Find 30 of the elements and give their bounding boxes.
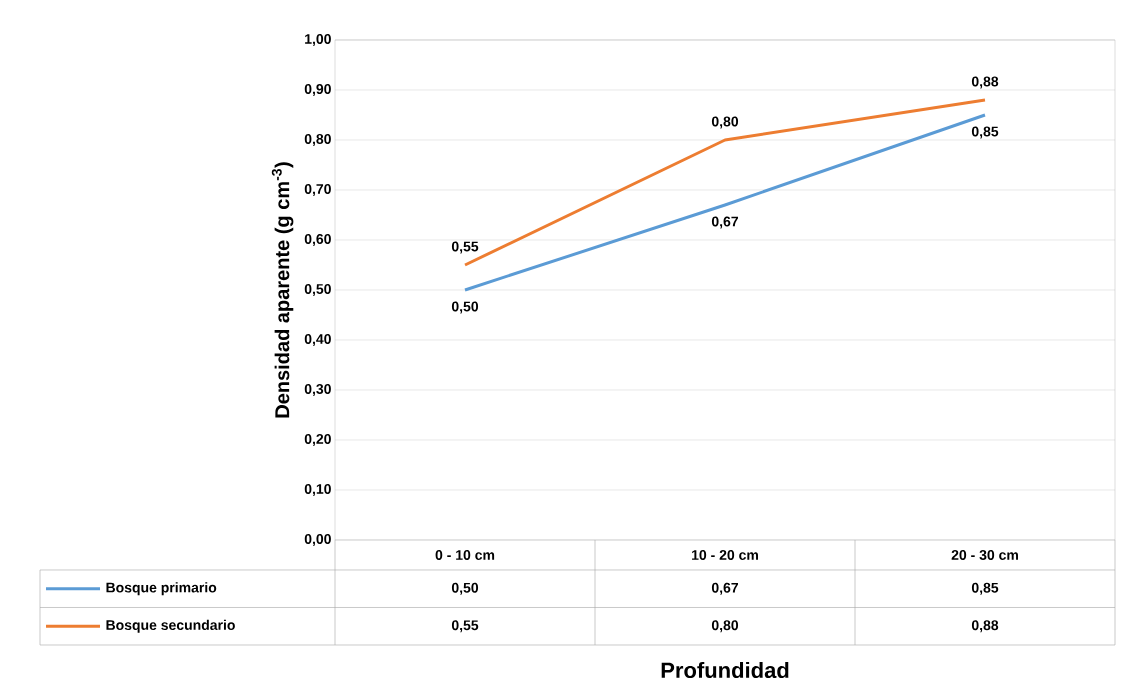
y-tick-label: 0,50 — [304, 284, 331, 296]
x-tick-label: 0 - 10 cm — [435, 550, 495, 560]
x-tick-label: 20 - 30 cm — [951, 550, 1018, 560]
data-label: 0,88 — [971, 620, 999, 633]
data-label: 0,85 — [971, 582, 999, 595]
text: 0,85 — [971, 126, 999, 139]
data-label: 0,67 — [711, 582, 739, 595]
y-tick-label: 0,90 — [304, 84, 331, 96]
data-label: 0,80 — [711, 620, 739, 633]
text: 0,55 — [451, 241, 479, 254]
y-tick-label: 0,60 — [304, 234, 331, 246]
y-tick-label: 0,20 — [304, 434, 331, 446]
y-tick-label: 1,00 — [305, 34, 331, 46]
legend-label: Bosque secundario — [106, 619, 235, 633]
y-tick-label: 0,30 — [304, 384, 331, 396]
x-tick-label: 10 - 20 cm — [692, 550, 758, 560]
y-tick-label: 0,40 — [304, 334, 331, 346]
text: 0,67 — [711, 216, 739, 229]
y-tick-label: 0,10 — [304, 484, 331, 496]
x-axis-title: Profundidad — [661, 661, 789, 679]
text: 0,88 — [971, 76, 999, 89]
y-tick-label: 0,70 — [304, 184, 331, 196]
y-tick-label: 0,80 — [304, 134, 331, 146]
y-tick-label: 0,00 — [304, 534, 331, 546]
text: 0,50 — [451, 301, 479, 314]
y-axis-title: Densidad aparente (g cm$^{-3}$) — [271, 162, 294, 418]
text: 0,80 — [711, 116, 739, 129]
data-label: 0,50 — [451, 582, 479, 595]
data-label: 0,55 — [451, 620, 479, 633]
legend-label: Bosque primario — [106, 582, 217, 596]
